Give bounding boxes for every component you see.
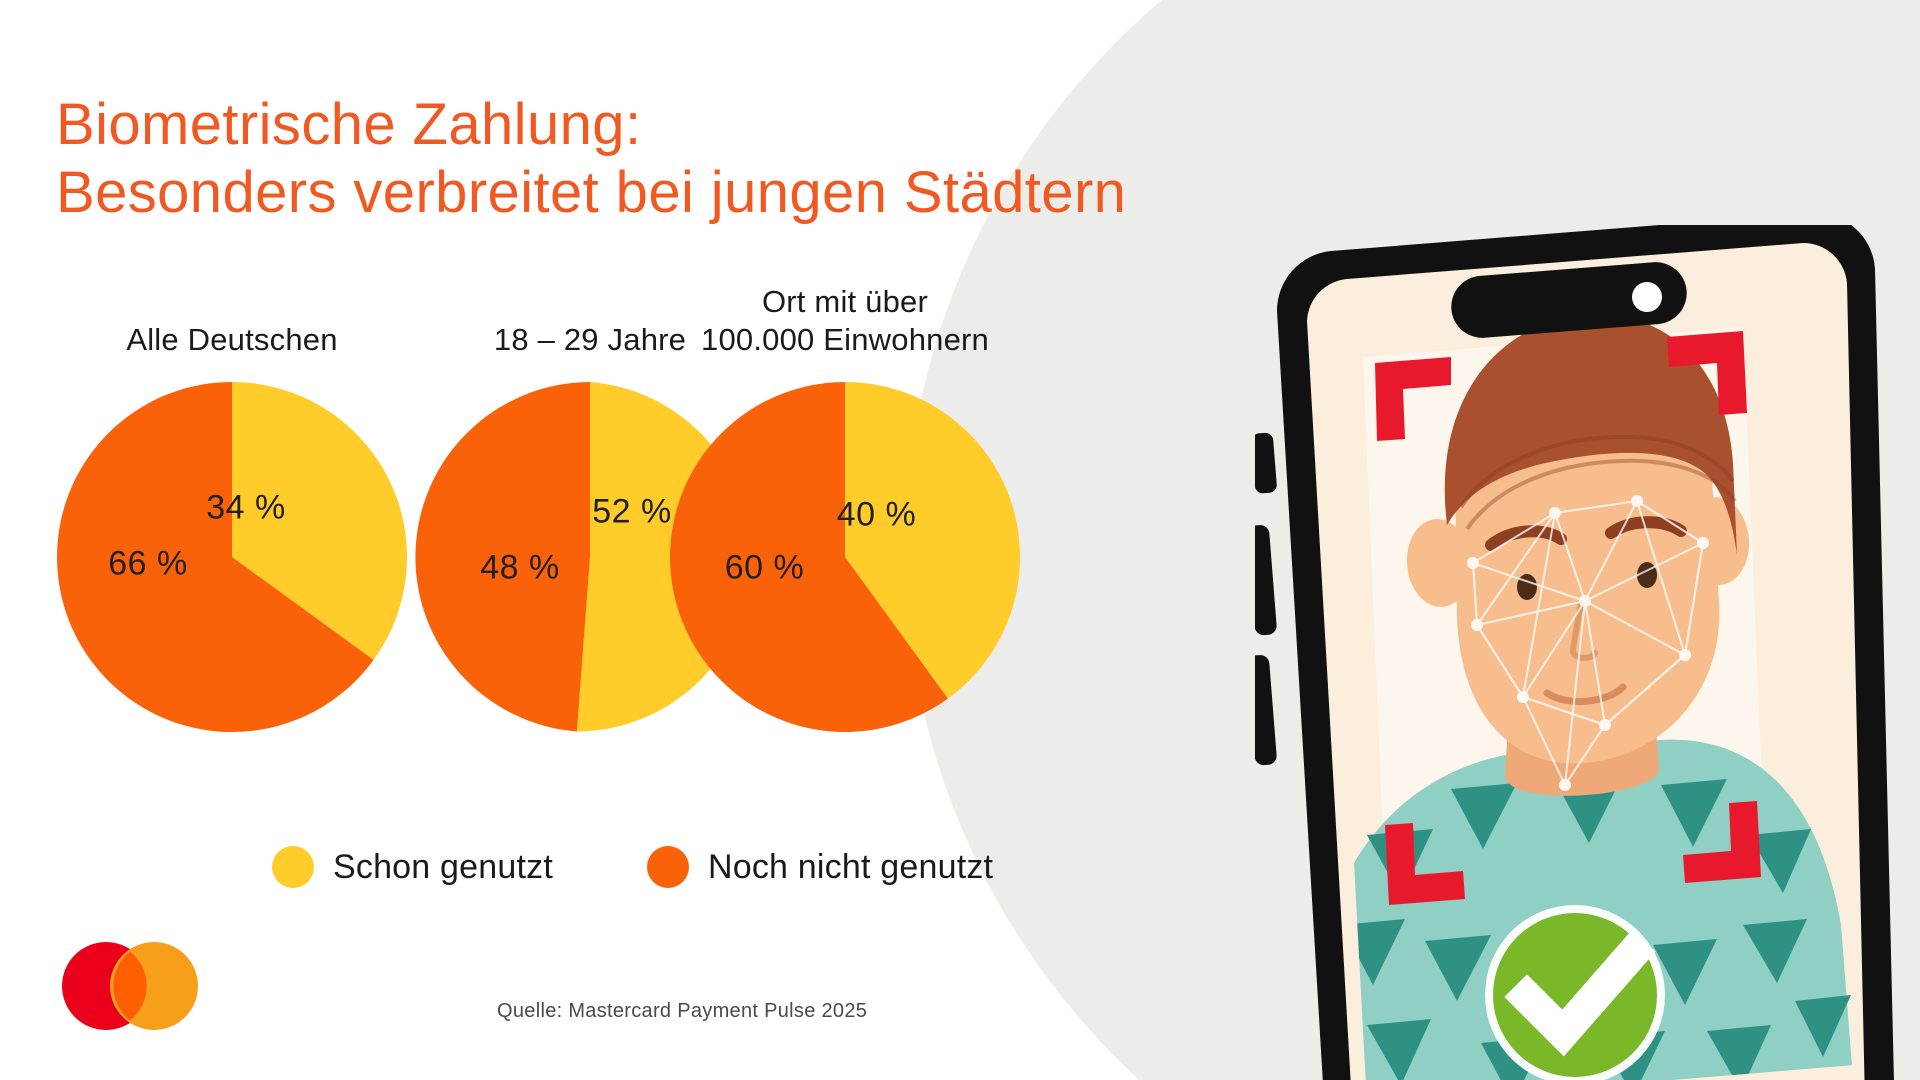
pie-chart-heading: 18 – 29 Jahre <box>400 280 780 360</box>
ear-left <box>1406 519 1472 607</box>
scan-bracket-bottom-right-icon <box>1683 801 1761 883</box>
pie-chart-heading: Ort mit über 100.000 Einwohnern <box>655 280 1035 360</box>
pie-value-label-noch-nicht-genutzt: 48 % <box>480 548 560 586</box>
legend-swatch-yellow-icon <box>272 846 314 888</box>
pie-chart-group: Alle Deutschen 34 % 66 % 18 – 29 Jahre <box>0 280 1280 800</box>
pie-chart-ort-ueber-100000: Ort mit über 100.000 Einwohnern 40 % 60 … <box>655 280 1035 732</box>
pie-svg <box>670 382 1020 732</box>
legend-label: Schon genutzt <box>333 847 553 886</box>
scan-bracket-top-left-icon <box>1375 357 1451 441</box>
page-title: Biometrische Zahlung: Besonders verbreit… <box>56 91 1126 228</box>
phone-side-buttons <box>1255 432 1277 766</box>
hair-strand <box>1465 458 1737 531</box>
eyebrow-right <box>1605 516 1687 539</box>
pie-chart-heading: Alle Deutschen <box>42 280 422 360</box>
hair-strand <box>1459 434 1735 509</box>
smartphone-face-scan-illustration <box>1255 225 1894 1080</box>
mouth <box>1543 683 1627 706</box>
pie-graphic: 34 % 66 % <box>57 382 407 732</box>
face-scan-brackets <box>1375 331 1761 905</box>
scan-bracket-top-right-icon <box>1667 331 1747 415</box>
pie-chart-heading-line: 18 – 29 Jahre <box>493 322 687 358</box>
eyebrow-left <box>1485 525 1567 551</box>
page-title-line-1: Biometrische Zahlung: <box>56 91 642 157</box>
pie-slice-schon-genutzt <box>845 382 1020 699</box>
pie-chart-heading-line: Alle Deutschen <box>126 322 338 358</box>
pie-slice-noch-nicht-genutzt <box>670 382 948 732</box>
pie-chart-heading-line-2: 100.000 Einwohnern <box>701 322 989 358</box>
pie-slice-schon-genutzt <box>232 382 407 660</box>
pie-value-label-schon-genutzt: 34 % <box>206 488 286 527</box>
legend-item-schon-genutzt[interactable]: Schon genutzt <box>272 846 553 888</box>
page-title-line-2: Besonders verbreitet bei jungen Städtern <box>56 160 1127 226</box>
mastercard-overlap-icon <box>113 951 147 1021</box>
legend-swatch-orange-icon <box>646 846 689 888</box>
pie-value-label-noch-nicht-genutzt: 66 % <box>108 544 188 583</box>
success-check-badge <box>1485 905 1665 1080</box>
pie-chart-alle-deutschen: Alle Deutschen 34 % 66 % <box>42 280 422 732</box>
pie-value-label-noch-nicht-genutzt: 60 % <box>724 548 805 586</box>
legend-label: Noch nicht genutzt <box>707 847 994 886</box>
hair <box>1444 314 1737 555</box>
pie-value-label-schon-genutzt: 40 % <box>836 495 917 534</box>
pie-svg <box>57 382 407 732</box>
pie-graphic: 40 % 60 % <box>670 382 1020 732</box>
face-mesh-nodes <box>1467 495 1709 791</box>
dynamic-island <box>1451 262 1687 338</box>
mastercard-logo <box>62 942 198 1030</box>
checkmark-icon <box>1504 930 1656 1057</box>
scan-bracket-bottom-left-icon <box>1385 823 1465 905</box>
front-camera-icon <box>1632 282 1662 312</box>
pie-slice-noch-nicht-genutzt <box>57 382 374 732</box>
face-mesh <box>1467 495 1709 791</box>
legend-item-noch-nicht-genutzt[interactable]: Noch nicht genutzt <box>646 846 994 888</box>
pie-slice-noch-nicht-genutzt <box>415 382 590 732</box>
pie-chart-heading-line-1: Ort mit über <box>761 283 929 319</box>
pie-value-label-schon-genutzt: 52 % <box>592 492 672 530</box>
source-note: Quelle: Mastercard Payment Pulse 2025 <box>497 1000 868 1022</box>
chart-legend: Schon genutzt Noch nicht genutzt <box>272 846 993 888</box>
